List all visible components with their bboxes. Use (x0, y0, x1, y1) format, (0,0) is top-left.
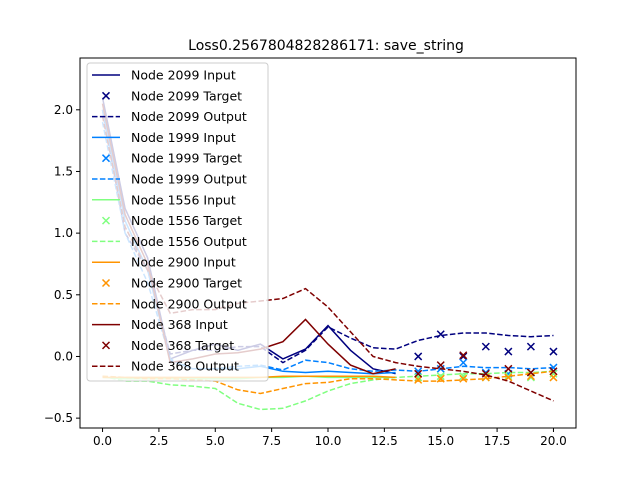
x-tick-label: 7.5 (262, 434, 281, 448)
y-tick-label: −0.5 (44, 411, 73, 425)
legend: Node 2099 Input Node 2099 Target Node 2099… (86, 62, 269, 382)
series-0-target-point (481, 342, 490, 351)
x-tick-label: 5.0 (206, 434, 225, 448)
series-2-target-point (459, 372, 468, 381)
svg-text:Node 2900 Input: Node 2900 Input (131, 255, 236, 270)
legend-box (86, 62, 269, 382)
series-3-target-point (549, 373, 558, 382)
y-tick-label: 0.5 (54, 288, 73, 302)
svg-text:Node 368 Output: Node 368 Output (131, 359, 239, 374)
legend-entry-0-output: Node 2099 Output (92, 109, 247, 124)
series-0-target-point (504, 347, 513, 356)
svg-text:Node 2900 Target: Node 2900 Target (131, 276, 242, 291)
axes: 0.0 2.5 5.0 7.5 10.0 12.5 15.0 17.5 20.0 −0.5 0.0 0… (44, 103, 567, 448)
series-4-target-point (526, 368, 535, 377)
svg-text:Node 1556 Target: Node 1556 Target (131, 213, 242, 228)
svg-text:Node 2900 Output: Node 2900 Output (131, 296, 247, 311)
svg-text:Node 1999 Output: Node 1999 Output (131, 172, 247, 187)
svg-text:Node 2099 Output: Node 2099 Output (131, 109, 247, 124)
y-tick-label: 1.5 (54, 164, 73, 178)
series-2-target-point (436, 372, 445, 381)
legend-entry-2-output: Node 1556 Output (92, 234, 247, 249)
x-tick-label: 12.5 (371, 434, 398, 448)
legend-entry-4-target: Node 368 Target (101, 338, 234, 353)
x-tick-label: 20.0 (540, 434, 567, 448)
x-tick-label: 10.0 (315, 434, 342, 448)
legend-entry-4-input: Node 368 Input (92, 317, 228, 332)
legend-entry-0-target: Node 2099 Target (101, 88, 242, 103)
series-4-target-point (549, 367, 558, 376)
legend-entry-2-input: Node 1556 Input (92, 192, 236, 207)
series-2-target-point (504, 372, 513, 381)
legend-entry-1-output: Node 1999 Output (92, 172, 247, 187)
series-1-target-point (414, 367, 423, 376)
svg-text:Node 368 Input: Node 368 Input (131, 317, 228, 332)
series-0-target-point (459, 352, 468, 361)
legend-entry-4-output: Node 368 Output (92, 359, 239, 374)
svg-text:Node 1556 Output: Node 1556 Output (131, 234, 247, 249)
series-3-target-point (436, 374, 445, 383)
plot-frame (79, 57, 577, 429)
svg-text:Node 368 Target: Node 368 Target (131, 338, 234, 353)
legend-entry-3-target: Node 2900 Target (101, 276, 242, 291)
series-4-target-point (436, 361, 445, 370)
legend-entry-0-input: Node 2099 Input (92, 68, 236, 83)
x-tick-label: 0.0 (93, 434, 112, 448)
series-2-output-line (102, 370, 554, 411)
legend-entry-2-target: Node 1556 Target (101, 213, 242, 228)
svg-text:Node 1999 Target: Node 1999 Target (131, 151, 242, 166)
series-3-target-point (459, 374, 468, 383)
legend-entry-1-target: Node 1999 Target (101, 151, 242, 166)
series-0-target-point (414, 352, 423, 361)
legend-entry-1-input: Node 1999 Input (92, 130, 236, 145)
series-1-target-point (459, 358, 468, 367)
x-tick-label: 15.0 (427, 434, 454, 448)
series-4-target-point (414, 369, 423, 378)
series-0-target-point (436, 330, 445, 339)
y-tick-label: 2.0 (54, 103, 73, 117)
svg-text:Node 2099 Target: Node 2099 Target (131, 88, 242, 103)
y-tick-label: 1.0 (54, 226, 73, 240)
series-0-target-point (526, 342, 535, 351)
svg-text:Node 1556 Input: Node 1556 Input (131, 192, 236, 207)
svg-text:Node 1999 Input: Node 1999 Input (131, 130, 236, 145)
series-4-target-point (481, 369, 490, 378)
x-tick-label: 2.5 (149, 434, 168, 448)
legend-entry-3-output: Node 2900 Output (92, 296, 247, 311)
x-tick-label: 17.5 (484, 434, 511, 448)
legend-entry-3-input: Node 2900 Input (92, 255, 236, 270)
svg-text:Node 2099 Input: Node 2099 Input (131, 68, 236, 83)
series-3-target-point (414, 375, 423, 384)
series-0-target-point (549, 347, 558, 356)
series-4-target-point (459, 351, 468, 360)
y-tick-label: 0.0 (54, 349, 73, 363)
series-4-target-point (504, 364, 513, 373)
chart-title: Loss0.2567804828286171: save_string (188, 38, 464, 54)
